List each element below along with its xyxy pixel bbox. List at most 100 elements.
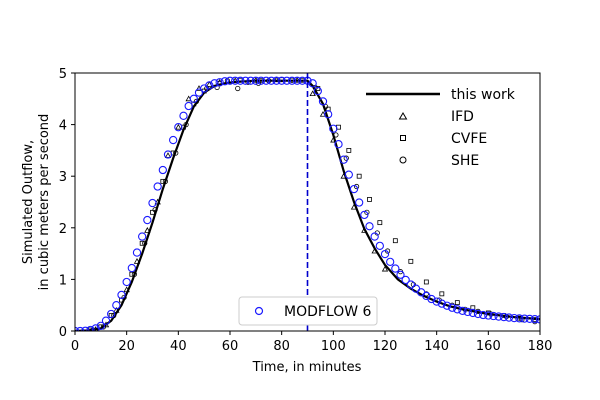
point-modflow-6 bbox=[468, 308, 477, 318]
point-modflow-6 bbox=[427, 294, 436, 304]
point-she bbox=[183, 122, 189, 128]
y-axis: 0 1 2 3 4 5 bbox=[59, 67, 75, 340]
point-she bbox=[152, 207, 158, 213]
x-tick-label: 120 bbox=[373, 339, 398, 354]
point-cvfe bbox=[346, 147, 352, 153]
point-she bbox=[255, 80, 262, 86]
point-modflow-6 bbox=[510, 313, 519, 323]
point-modflow-6 bbox=[169, 135, 178, 145]
point-she bbox=[142, 240, 148, 246]
point-cvfe bbox=[423, 279, 429, 285]
point-modflow-6 bbox=[484, 311, 493, 320]
point-modflow-6 bbox=[504, 313, 514, 322]
point-modflow-6 bbox=[355, 198, 364, 207]
point-she bbox=[488, 311, 494, 317]
series-this-work bbox=[75, 79, 540, 331]
point-modflow-6 bbox=[339, 155, 348, 164]
point-modflow-6 bbox=[246, 76, 255, 85]
point-modflow-6 bbox=[298, 76, 307, 85]
point-cvfe bbox=[377, 220, 383, 226]
point-modflow-6 bbox=[194, 88, 204, 97]
point-modflow-6 bbox=[96, 321, 105, 330]
point-ifd bbox=[123, 286, 130, 293]
legend-label-this-work: this work bbox=[451, 87, 516, 103]
point-modflow-6 bbox=[272, 76, 281, 85]
point-modflow-6 bbox=[143, 215, 152, 225]
x-tick-label: 40 bbox=[170, 339, 187, 354]
y-tick-label: 5 bbox=[59, 67, 67, 82]
point-cvfe bbox=[367, 197, 372, 202]
x-tick-label: 20 bbox=[118, 339, 135, 354]
point-cvfe bbox=[439, 291, 445, 297]
point-cvfe bbox=[454, 300, 460, 306]
point-she bbox=[131, 271, 138, 277]
point-modflow-6 bbox=[287, 76, 297, 85]
point-she bbox=[353, 183, 360, 190]
point-she bbox=[364, 209, 370, 215]
point-modflow-6 bbox=[448, 303, 457, 312]
point-modflow-6 bbox=[184, 101, 193, 111]
point-she bbox=[193, 98, 200, 104]
point-ifd bbox=[144, 227, 151, 233]
point-modflow-6 bbox=[91, 324, 100, 331]
point-modflow-6 bbox=[277, 76, 286, 85]
point-she bbox=[245, 79, 251, 85]
point-ifd bbox=[175, 123, 182, 130]
legend-label-she: SHE bbox=[451, 153, 479, 169]
point-modflow-6 bbox=[479, 310, 488, 320]
y-axis-title-line1: Simulated Outflow, bbox=[21, 140, 36, 264]
point-ifd bbox=[350, 203, 358, 210]
point-she bbox=[289, 77, 295, 83]
point-modflow-6 bbox=[515, 314, 524, 323]
point-modflow-6 bbox=[215, 78, 224, 87]
point-modflow-6 bbox=[236, 76, 245, 85]
point-modflow-6 bbox=[127, 263, 136, 273]
point-modflow-6 bbox=[189, 94, 198, 103]
point-ifd bbox=[113, 307, 120, 313]
point-modflow-6 bbox=[401, 275, 410, 285]
point-modflow-6 bbox=[344, 170, 353, 179]
point-modflow-6 bbox=[313, 86, 322, 96]
point-modflow-6 bbox=[437, 299, 446, 308]
point-modflow-6 bbox=[241, 76, 250, 85]
point-cvfe bbox=[392, 238, 398, 244]
point-modflow-6 bbox=[520, 314, 529, 323]
point-modflow-6 bbox=[473, 309, 483, 319]
point-modflow-6 bbox=[262, 76, 271, 85]
point-modflow-6 bbox=[380, 249, 390, 259]
point-modflow-6 bbox=[251, 76, 260, 85]
point-modflow-6 bbox=[432, 297, 441, 306]
point-modflow-6 bbox=[406, 280, 415, 289]
point-she bbox=[343, 155, 349, 161]
x-tick-label: 180 bbox=[528, 339, 553, 354]
y-tick-label: 0 bbox=[59, 325, 67, 340]
x-axis-title: Time, in minutes bbox=[252, 360, 362, 375]
y-axis-title-line2: in cubic meters per second bbox=[37, 114, 52, 291]
point-modflow-6 bbox=[391, 264, 400, 273]
point-modflow-6 bbox=[112, 301, 121, 310]
point-modflow-6 bbox=[231, 76, 240, 85]
point-she bbox=[462, 306, 468, 312]
legend-top: this work IFD CVFE SHE bbox=[366, 87, 516, 169]
y-tick-label: 3 bbox=[59, 170, 67, 185]
point-modflow-6 bbox=[132, 248, 142, 257]
point-cvfe bbox=[129, 271, 135, 277]
x-tick-label: 100 bbox=[321, 339, 346, 354]
point-modflow-6 bbox=[138, 232, 147, 241]
x-axis: 0 20 40 60 80 100 120 140 160 180 bbox=[71, 331, 553, 354]
point-modflow-6 bbox=[329, 124, 338, 133]
point-cvfe bbox=[160, 178, 166, 184]
point-modflow-6 bbox=[101, 316, 111, 325]
y-tick-label: 1 bbox=[59, 273, 67, 288]
point-modflow-6 bbox=[453, 305, 462, 314]
x-tick-label: 80 bbox=[273, 339, 290, 354]
point-modflow-6 bbox=[179, 111, 188, 120]
point-modflow-6 bbox=[122, 277, 131, 287]
point-modflow-6 bbox=[86, 325, 95, 331]
point-modflow-6 bbox=[148, 198, 157, 208]
point-modflow-6 bbox=[220, 77, 229, 86]
point-modflow-6 bbox=[107, 309, 116, 319]
point-modflow-6 bbox=[365, 222, 374, 231]
point-modflow-6 bbox=[360, 210, 369, 220]
legend-label-ifd: IFD bbox=[451, 109, 474, 125]
